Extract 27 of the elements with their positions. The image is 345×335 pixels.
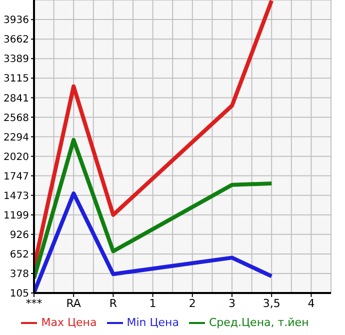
y-tick-label: 378 bbox=[10, 269, 29, 280]
line-series bbox=[34, 0, 274, 269]
x-tick-label: 3,5 bbox=[262, 296, 280, 310]
x-tick-label: RA bbox=[66, 296, 82, 310]
x-tick-label: 4 bbox=[308, 296, 315, 310]
y-tick-label: 926 bbox=[10, 230, 29, 241]
legend-label: Сред.Цена, т.йен bbox=[208, 316, 309, 330]
y-tick-label: 2841 bbox=[4, 93, 29, 104]
x-tick-label: R bbox=[109, 296, 118, 310]
y-tick-label: 1747 bbox=[4, 171, 29, 182]
y-tick-label: 3936 bbox=[4, 15, 29, 26]
legend-label: Max Цена bbox=[41, 316, 97, 330]
x-tick-label: 1 bbox=[149, 296, 156, 310]
y-tick-label: 2020 bbox=[4, 152, 29, 163]
y-tick-label: 3662 bbox=[4, 34, 29, 46]
x-tick-label: 2 bbox=[188, 296, 196, 310]
legend-label: Min Цена bbox=[126, 316, 179, 330]
y-tick-label: 1199 bbox=[4, 210, 29, 222]
line-series bbox=[34, 191, 274, 293]
y-tick-label: 2568 bbox=[4, 112, 29, 124]
y-tick-label: 3115 bbox=[4, 74, 29, 85]
y-tick-label: 3389 bbox=[4, 54, 29, 66]
y-tick-label: 2294 bbox=[4, 132, 29, 144]
x-tick-label: 3 bbox=[228, 296, 236, 310]
line-series bbox=[34, 138, 274, 280]
y-tick-label: 1473 bbox=[4, 190, 29, 202]
y-tick-label: 652 bbox=[10, 250, 29, 261]
